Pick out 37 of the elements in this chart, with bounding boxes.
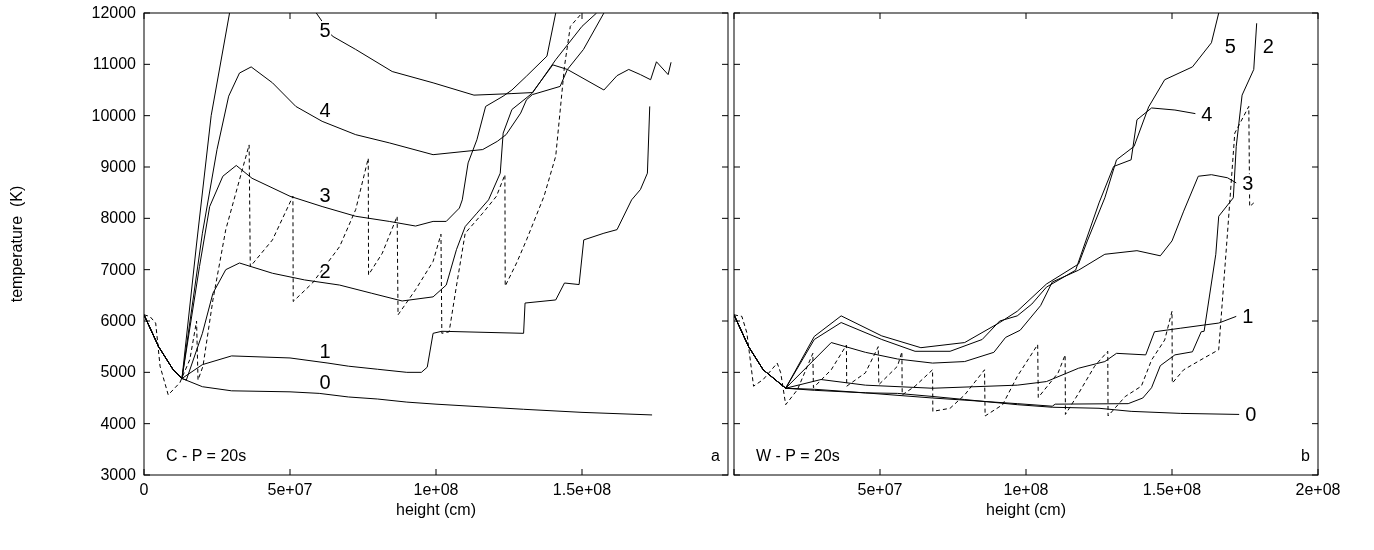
x-tick-label: 1e+08 [1003, 481, 1049, 498]
x-tick-label: 5e+07 [267, 481, 313, 498]
annotation: C - P = 20s [166, 447, 247, 464]
y-tick-label: 4000 [100, 414, 137, 432]
x-tick-label: 1.5e+08 [1142, 481, 1202, 498]
x-axis-title: height (cm) [985, 501, 1067, 518]
y-tick-label: 7000 [100, 260, 137, 278]
y-tick-label: 9000 [100, 158, 137, 175]
series-label: 2 [1262, 35, 1274, 57]
series-label: 3 [319, 184, 331, 207]
y-tick-label: 11000 [92, 55, 137, 73]
series-label: 1 [319, 339, 331, 362]
annotation: b [1301, 447, 1311, 464]
x-tick-label: 1.5e+08 [552, 481, 612, 498]
annotation: a [711, 447, 721, 464]
series-label: 2 [319, 259, 331, 282]
series-label: 5 [1224, 35, 1236, 57]
y-axis-title: temperature (K) [8, 185, 25, 303]
y-tick-label: 5000 [100, 363, 137, 381]
x-tick-label: 1e+08 [413, 481, 459, 498]
series-label: 0 [1245, 403, 1257, 426]
legend-label: 5 [319, 19, 331, 41]
x-axis-title: height (cm) [395, 501, 477, 518]
y-tick-label: 10000 [91, 106, 137, 124]
x-tick-label: 5e+07 [857, 481, 903, 498]
x-tick-label: 0 [139, 481, 149, 498]
series-label: 4 [1201, 102, 1213, 125]
y-tick-label: 12000 [91, 4, 137, 21]
series-label: 1 [1242, 305, 1254, 328]
y-tick-label: 6000 [100, 312, 137, 329]
x-tick-label: 2e+08 [1295, 481, 1341, 498]
y-tick-label: 3000 [100, 466, 137, 483]
annotation: W - P = 20s [756, 447, 840, 464]
series-label: 4 [319, 99, 331, 122]
series-label: 0 [319, 371, 331, 394]
series-label: 3 [1242, 171, 1254, 194]
y-tick-label: 8000 [100, 209, 137, 227]
